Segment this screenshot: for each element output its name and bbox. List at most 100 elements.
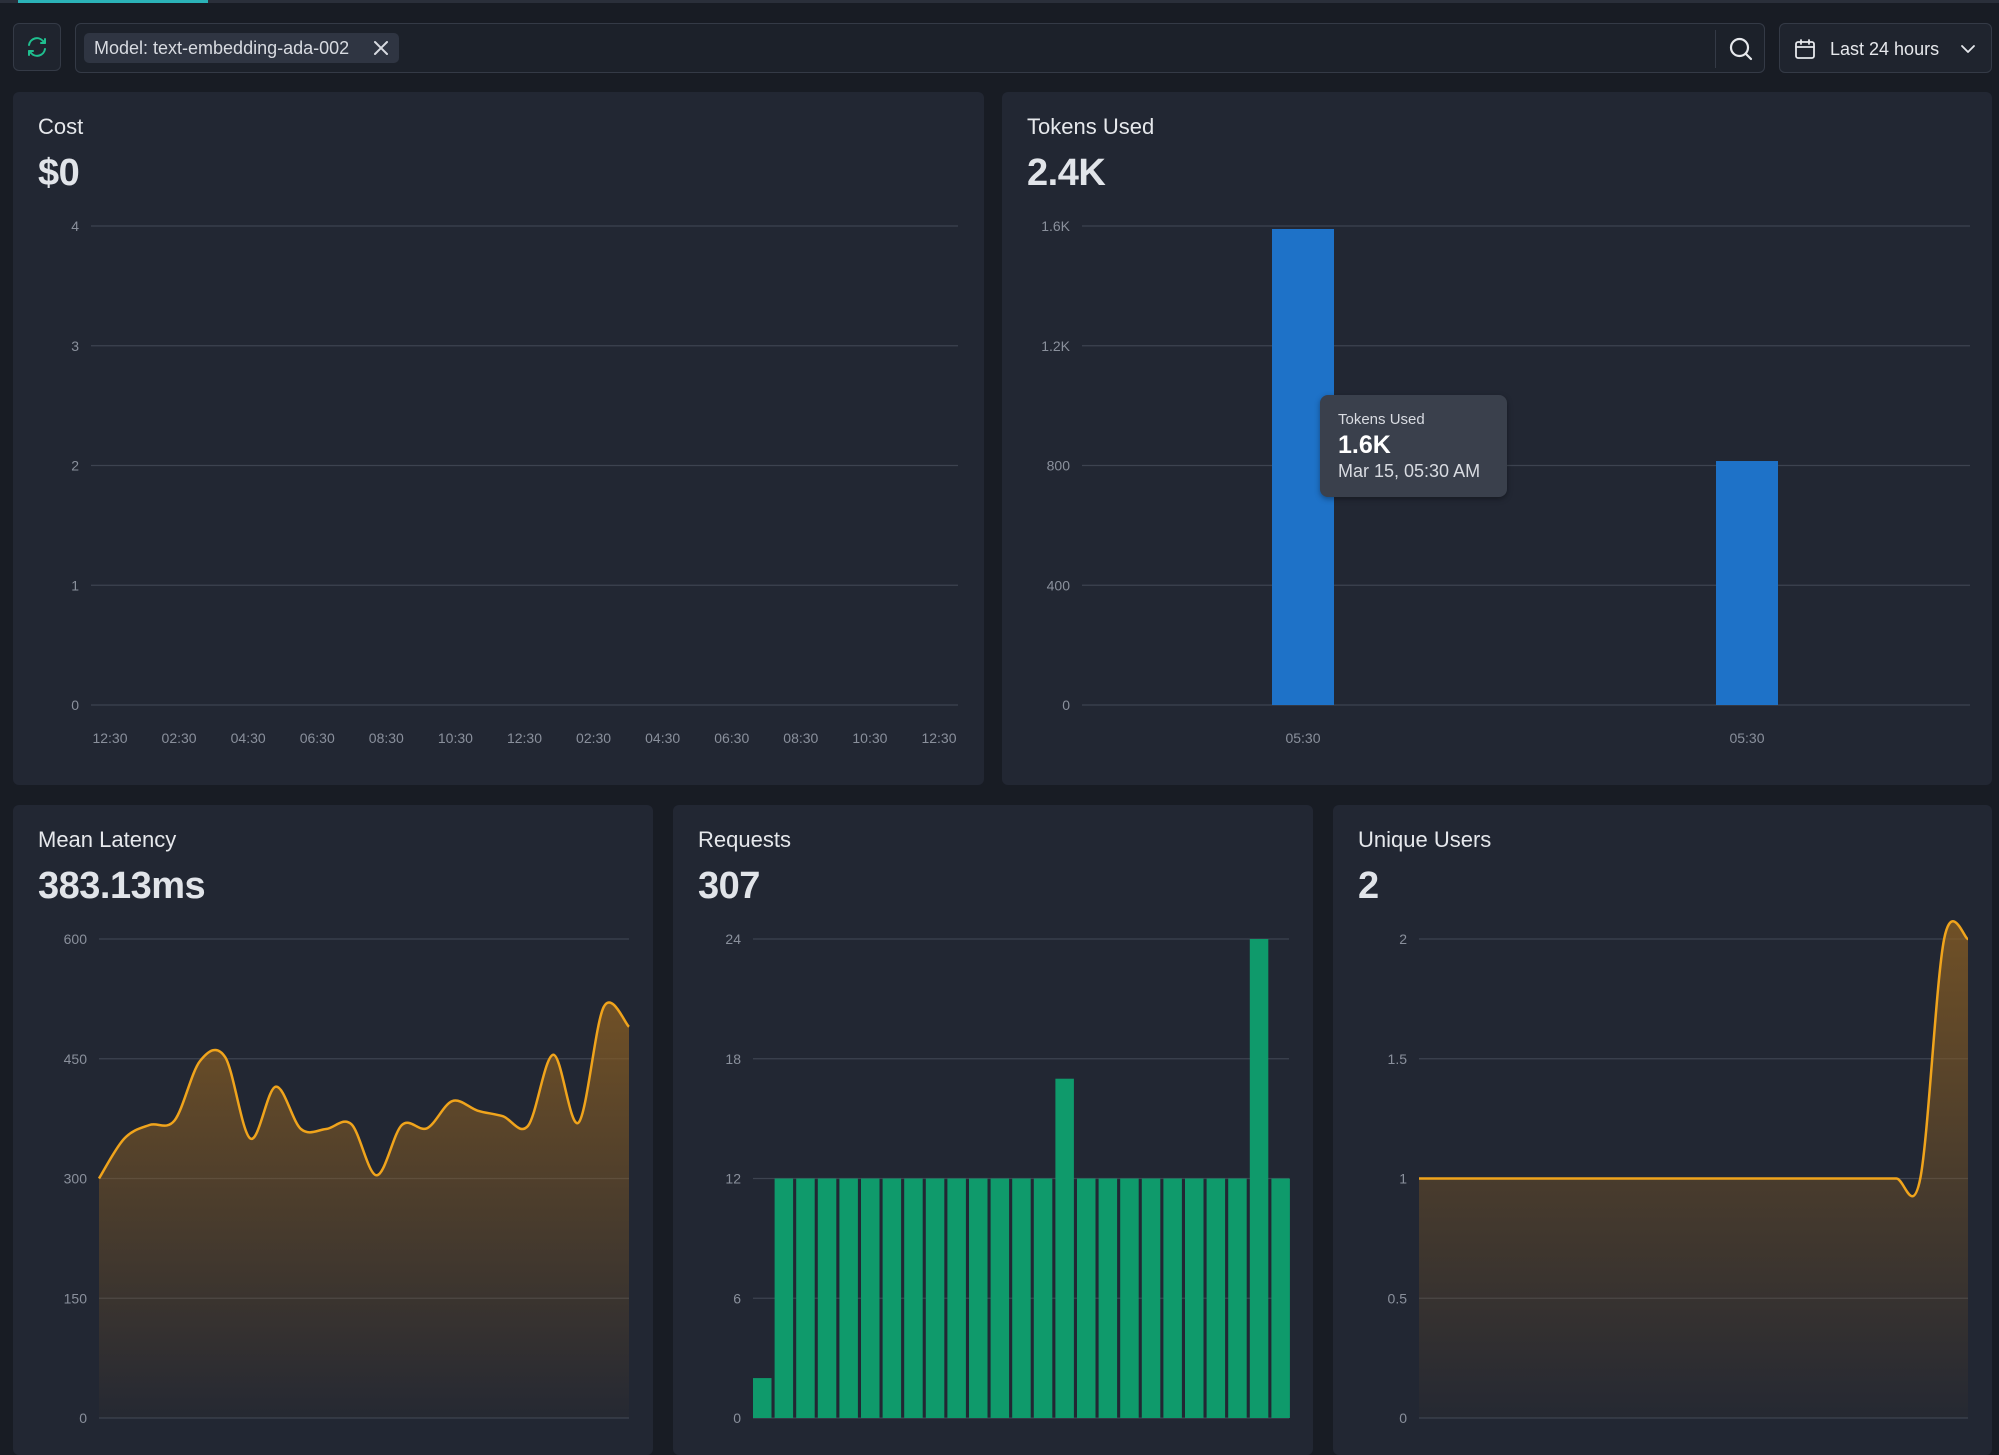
filter-search-bar[interactable]: Model: text-embedding-ada-002 [75, 23, 1765, 73]
latency-chart: 600 450 300 150 0 [64, 931, 630, 1426]
requests-bar [1098, 1178, 1118, 1418]
requests-bar [817, 1178, 837, 1418]
latency-line [97, 1001, 630, 1180]
requests-bar [1271, 1178, 1290, 1418]
y-tick-label: 18 [725, 1051, 741, 1067]
card-title: Requests [698, 827, 791, 852]
y-tick-label: 12 [725, 1171, 741, 1187]
requests-bar [861, 1178, 880, 1418]
y-tick-label: 0 [1399, 1410, 1407, 1426]
x-tick-label: 06:30 [300, 730, 335, 746]
users-area [1419, 921, 1968, 1418]
x-tick-label: 02:30 [576, 730, 611, 746]
model-filter-label: Model: text-embedding-ada-002 [94, 38, 350, 58]
x-tick-label: 08:30 [369, 730, 404, 746]
refresh-icon [28, 37, 46, 57]
cost-chart: 4 3 2 1 0 12:30 02:30 04:30 06:30 08:30 10:30 12:30… [71, 218, 958, 746]
search-icon[interactable] [1728, 36, 1754, 62]
requests-bar [1228, 1178, 1247, 1418]
y-tick-label: 600 [64, 931, 88, 947]
cost-card: Cost $0 4 3 2 1 0 12:30 02:30 04:30 06:30 08:30 10… [13, 92, 984, 785]
requests-bar [904, 1178, 923, 1418]
y-tick-label: 2 [1399, 931, 1407, 947]
x-tick-label: 10:30 [852, 730, 887, 746]
tokens-bar [1716, 461, 1778, 705]
requests-bar [1249, 939, 1269, 1418]
y-tick-label: 0 [1062, 697, 1070, 713]
requests-bar [1033, 1178, 1053, 1418]
y-tick-label: 150 [64, 1290, 88, 1306]
y-tick-label: 0 [71, 697, 79, 713]
y-tick-label: 0 [79, 1410, 87, 1426]
y-tick-label: 6 [733, 1290, 741, 1306]
filter-toolbar: Model: text-embedding-ada-002 Last 24 ho… [13, 23, 1992, 73]
top-tab-strip [0, 0, 1999, 3]
card-title: Unique Users [1358, 827, 1492, 852]
close-icon[interactable] [371, 38, 391, 58]
chevron-down-icon [1961, 45, 1975, 53]
x-tick-label: 12:30 [92, 730, 127, 746]
y-tick-label: 1.2K [1041, 338, 1070, 354]
requests-bar [947, 1178, 966, 1418]
y-tick-label: 24 [725, 931, 741, 947]
tooltip-date: Mar 15, 05:30 AM [1338, 461, 1481, 481]
card-title: Cost [38, 114, 84, 139]
date-range-picker[interactable]: Last 24 hours [1779, 23, 1992, 73]
card-value: 307 [698, 865, 760, 907]
chart-tooltip: Tokens Used 1.6K Mar 15, 05:30 AM [1320, 395, 1507, 497]
x-tick-label: 12:30 [921, 730, 956, 746]
y-tick-label: 1.6K [1041, 218, 1070, 234]
x-tick-label: 12:30 [507, 730, 542, 746]
latency-area [99, 1002, 629, 1418]
y-tick-label: 400 [1047, 577, 1071, 593]
requests-bar [753, 1378, 772, 1418]
users-chart: 2 1.5 1 0.5 0 [1388, 920, 1969, 1426]
y-tick-label: 3 [71, 338, 79, 354]
requests-bar [839, 1178, 858, 1418]
unique-users-card: Unique Users 2 2 1.5 1 0.5 0 [1333, 805, 1992, 1455]
card-value: 383.13ms [38, 865, 206, 907]
date-range-label: Last 24 hours [1830, 39, 1940, 59]
x-tick-label: 08:30 [783, 730, 818, 746]
requests-bar [990, 1178, 1010, 1418]
y-tick-label: 2 [71, 458, 79, 474]
requests-chart: 24 18 12 6 0 [725, 931, 1290, 1426]
requests-bar [925, 1178, 945, 1418]
y-tick-label: 0 [733, 1410, 741, 1426]
x-tick-label: 04:30 [231, 730, 266, 746]
card-title: Tokens Used [1027, 114, 1155, 139]
y-tick-label: 1 [1399, 1171, 1407, 1187]
card-value: $0 [38, 152, 80, 194]
requests-bar [882, 1178, 902, 1418]
requests-bar [1077, 1178, 1096, 1418]
tokens-chart: 1.6K 1.2K 800 400 0 05:30 05:30 [1041, 218, 1970, 746]
requests-bar [1163, 1178, 1182, 1418]
y-tick-label: 300 [64, 1171, 88, 1187]
requests-card: Requests 307 24 18 12 6 0 [673, 805, 1313, 1455]
card-title: Mean Latency [38, 827, 177, 852]
search-divider [1715, 30, 1716, 68]
requests-bar [1012, 1178, 1031, 1418]
refresh-button[interactable] [13, 23, 61, 71]
requests-bar [774, 1178, 794, 1418]
y-tick-label: 1 [71, 577, 79, 593]
calendar-icon [1795, 39, 1815, 59]
y-tick-label: 4 [71, 218, 79, 234]
requests-bar [1055, 1078, 1074, 1418]
requests-bar [1206, 1178, 1226, 1418]
y-tick-label: 1.5 [1388, 1051, 1408, 1067]
tooltip-value: 1.6K [1338, 431, 1391, 459]
requests-bar [1120, 1178, 1139, 1418]
x-tick-label: 05:30 [1729, 730, 1764, 746]
y-tick-label: 450 [64, 1051, 88, 1067]
x-tick-label: 04:30 [645, 730, 680, 746]
y-tick-label: 0.5 [1388, 1290, 1408, 1306]
card-value: 2 [1358, 865, 1379, 907]
requests-bar [796, 1178, 815, 1418]
model-filter-chip: Model: text-embedding-ada-002 [84, 33, 400, 63]
requests-bar [1185, 1178, 1204, 1418]
x-tick-label: 10:30 [438, 730, 473, 746]
x-tick-label: 05:30 [1285, 730, 1320, 746]
y-tick-label: 800 [1047, 458, 1071, 474]
card-value: 2.4K [1027, 152, 1106, 194]
